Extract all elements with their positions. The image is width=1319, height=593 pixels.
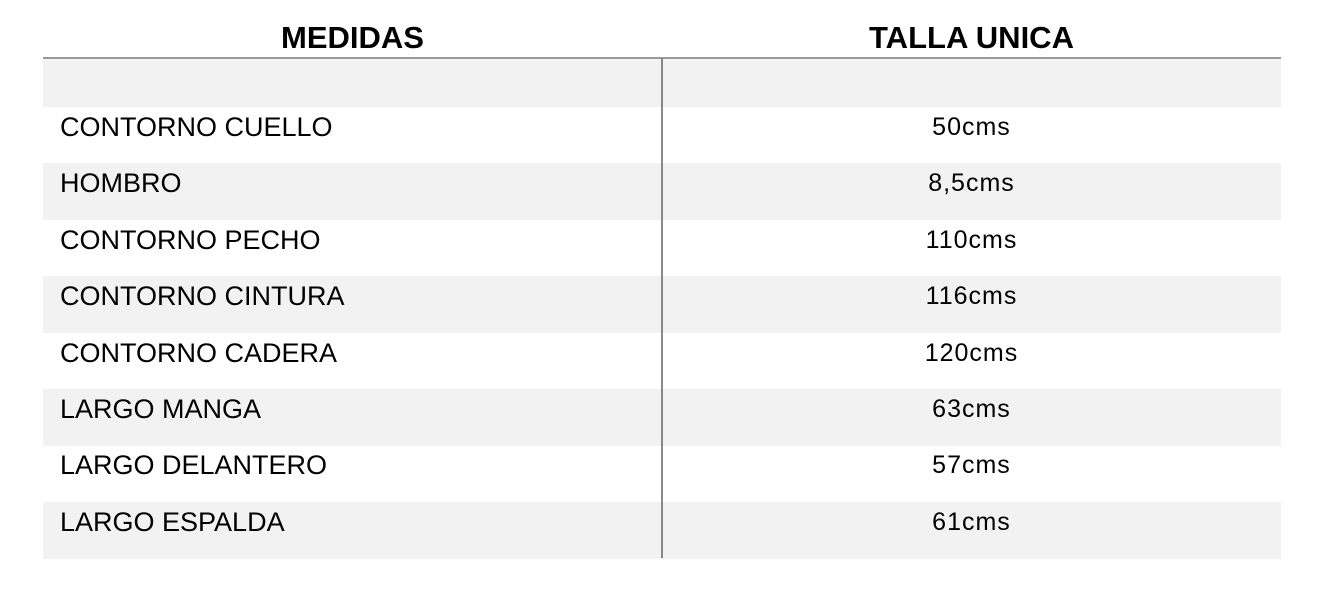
- column-divider: [661, 58, 663, 558]
- column-header: TALLA UNICA: [869, 20, 1074, 55]
- measure-value: 57cms: [932, 451, 1011, 480]
- measure-label: CONTORNO CUELLO: [60, 112, 333, 142]
- measure-label: HOMBRO: [60, 168, 182, 199]
- measure-value: 50cms: [932, 113, 1011, 141]
- measure-value: 8,5cms: [928, 169, 1015, 198]
- measure-label: LARGO MANGA: [60, 394, 262, 424]
- table-row: CONTORNO CUELLO 50cms: [43, 107, 1281, 164]
- measure-label: LARGO DELANTERO: [60, 450, 328, 481]
- column-header: MEDIDAS: [281, 20, 424, 55]
- measure-label: CONTORNO CADERA: [60, 337, 338, 368]
- measure-value: 63cms: [932, 395, 1011, 423]
- measure-label: CONTORNO CINTURA: [60, 281, 345, 312]
- table-row: CONTORNO CADERA 120cms: [43, 333, 1281, 390]
- measure-label: CONTORNO PECHO: [60, 224, 321, 255]
- measure-label: LARGO ESPALDA: [60, 506, 285, 537]
- table-row: LARGO DELANTERO 57cms: [43, 445, 1281, 502]
- table-row: CONTORNO PECHO 110cms: [43, 220, 1281, 277]
- measure-value: 110cms: [925, 225, 1018, 254]
- measure-value: 61cms: [932, 507, 1011, 536]
- measure-value: 116cms: [925, 282, 1018, 311]
- measure-value: 120cms: [924, 338, 1019, 367]
